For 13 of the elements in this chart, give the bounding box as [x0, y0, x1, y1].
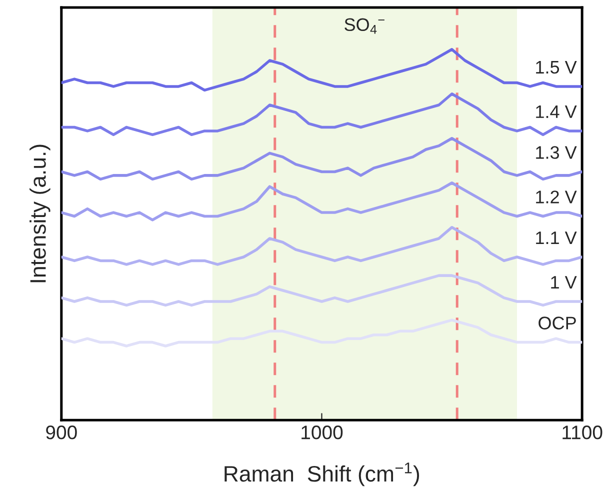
series-label: 1.1 V [536, 232, 577, 244]
series-label: 1.2 V [536, 190, 577, 204]
x-tick-label: 1100 [562, 426, 602, 440]
x-axis-title: Raman Shift (cm$^{−1}$) [224, 462, 420, 486]
y-axis-title: Intensity (a.u.) [30, 144, 50, 282]
series-label: 1 V [551, 276, 577, 288]
series-label: 1.3 V [536, 146, 577, 159]
series-label: 1.5 V [536, 61, 577, 74]
x-tick-label: 1000 [302, 426, 343, 440]
series-label: 1.4 V [536, 106, 577, 118]
series-label: OCP [538, 316, 576, 330]
band-label: SO$_{4}$$^{−}$ [344, 18, 384, 34]
x-tick-label: 900 [46, 426, 77, 440]
